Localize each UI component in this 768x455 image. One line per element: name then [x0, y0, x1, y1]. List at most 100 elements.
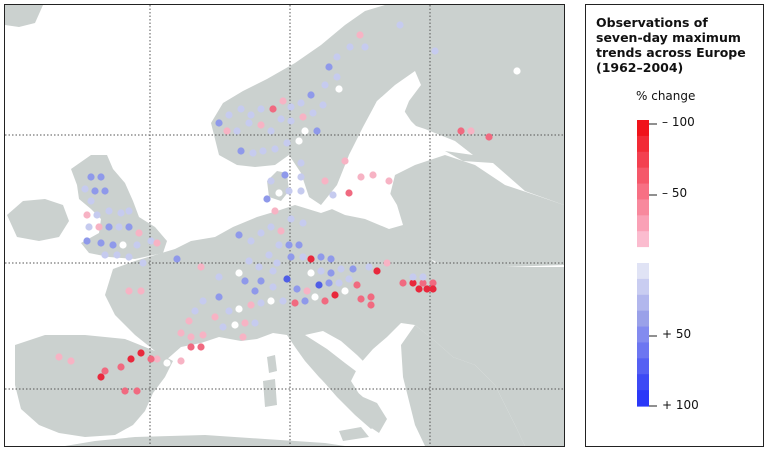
station-marker	[277, 115, 285, 123]
seas	[305, 71, 473, 375]
station-marker	[247, 111, 255, 119]
station-marker	[241, 277, 249, 285]
station-marker	[219, 323, 227, 331]
landmass-sardinia	[263, 379, 277, 407]
station-marker	[335, 85, 343, 93]
baltic-sea	[323, 181, 403, 229]
station-marker	[177, 329, 185, 337]
legend-tick-plus-100: + 100	[662, 398, 699, 412]
station-marker	[239, 333, 247, 341]
station-marker	[135, 229, 143, 237]
station-marker	[87, 173, 95, 181]
station-marker	[467, 127, 475, 135]
station-marker	[247, 237, 255, 245]
station-marker	[241, 319, 249, 327]
landmass-ireland	[7, 199, 69, 241]
station-marker	[297, 99, 305, 107]
legend-swatch	[637, 342, 649, 359]
station-marker	[251, 287, 259, 295]
station-marker	[321, 297, 329, 305]
station-marker	[419, 273, 427, 281]
gulf-of-finland	[397, 121, 473, 155]
station-marker	[137, 349, 145, 357]
station-marker	[215, 119, 223, 127]
legend-swatch	[637, 358, 649, 375]
station-marker	[431, 47, 439, 55]
landmass-balkans	[401, 325, 525, 446]
station-marker	[113, 251, 121, 259]
station-marker	[325, 279, 333, 287]
station-marker	[341, 287, 349, 295]
station-marker	[235, 231, 243, 239]
station-marker	[185, 317, 193, 325]
station-marker	[101, 367, 109, 375]
station-marker	[385, 177, 393, 185]
legend-swatch	[637, 151, 649, 169]
station-marker	[307, 255, 315, 263]
station-marker	[419, 279, 427, 287]
station-marker	[309, 109, 317, 117]
station-marker	[105, 207, 113, 215]
station-marker	[255, 263, 263, 271]
station-marker	[291, 299, 299, 307]
station-marker	[271, 145, 279, 153]
station-marker	[349, 265, 357, 273]
legend-swatch	[637, 326, 649, 344]
legend-color-scale	[637, 120, 657, 407]
legend-title: Observations of seven-day maximum trends…	[596, 15, 746, 75]
station-marker	[125, 207, 133, 215]
station-marker	[357, 173, 365, 181]
station-marker	[513, 67, 521, 75]
station-marker	[353, 281, 361, 289]
station-marker	[287, 253, 295, 261]
station-marker	[321, 81, 329, 89]
station-marker	[297, 159, 305, 167]
station-marker	[279, 97, 287, 105]
station-marker	[345, 189, 353, 197]
station-marker	[297, 173, 305, 181]
station-marker	[485, 133, 493, 141]
landmass-scandinavia	[211, 5, 564, 205]
station-marker	[333, 53, 341, 61]
station-marker	[367, 293, 375, 301]
station-marker	[317, 267, 325, 275]
station-marker	[115, 223, 123, 231]
station-marker	[237, 105, 245, 113]
station-marker	[415, 285, 423, 293]
station-marker	[269, 105, 277, 113]
station-marker	[215, 273, 223, 281]
legend-swatch	[637, 231, 649, 248]
station-marker	[409, 279, 417, 287]
legend-swatch	[637, 263, 649, 280]
station-marker	[283, 275, 291, 283]
station-marker	[133, 387, 141, 395]
station-marker	[97, 239, 105, 247]
legend-swatch	[637, 120, 649, 137]
gulf-of-bothnia	[341, 71, 421, 191]
station-marker	[325, 63, 333, 71]
station-marker	[257, 229, 265, 237]
station-marker	[281, 171, 289, 179]
station-marker	[287, 117, 295, 125]
station-marker	[265, 251, 273, 259]
station-marker	[91, 187, 99, 195]
station-marker	[409, 273, 417, 281]
station-marker	[357, 295, 365, 303]
station-marker	[225, 307, 233, 315]
station-marker	[117, 209, 125, 217]
graticule	[5, 5, 564, 446]
station-marker	[197, 263, 205, 271]
station-marker	[199, 297, 207, 305]
legend-swatch	[637, 167, 649, 185]
station-marker	[285, 187, 293, 195]
station-marker	[235, 269, 243, 277]
station-marker	[293, 285, 301, 293]
landmass-sicily	[339, 427, 369, 441]
station-marker	[303, 287, 311, 295]
landmass-corsica	[267, 355, 277, 373]
station-marker	[223, 127, 231, 135]
station-marker	[383, 259, 391, 267]
station-marker	[361, 43, 369, 51]
station-marker	[299, 113, 307, 121]
station-marker	[269, 267, 277, 275]
